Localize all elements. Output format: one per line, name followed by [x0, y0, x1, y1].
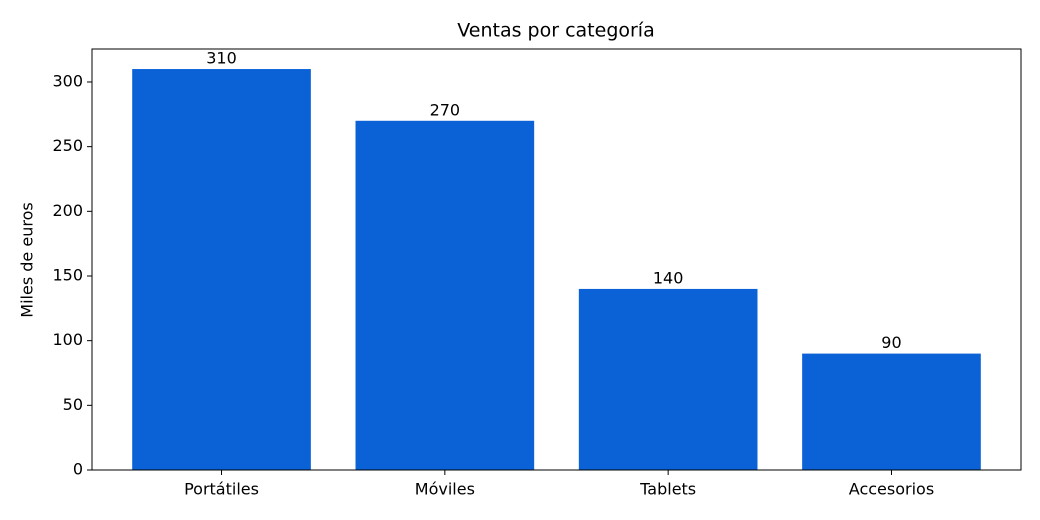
- y-tick-label: 50: [63, 395, 83, 414]
- x-tick-label: Accesorios: [849, 480, 934, 499]
- value-label: 310: [206, 49, 237, 68]
- y-tick-label: 200: [52, 201, 83, 220]
- value-label: 140: [653, 268, 684, 287]
- bar: [355, 120, 535, 470]
- bar: [132, 69, 311, 471]
- value-label: 270: [430, 100, 461, 119]
- x-tick-label: Tablets: [639, 480, 696, 499]
- y-tick-label: 150: [52, 265, 83, 284]
- y-tick-label: 100: [52, 330, 83, 349]
- plot-frame: [91, 48, 1022, 471]
- y-tick-label: 0: [73, 460, 83, 479]
- bar: [802, 353, 981, 470]
- x-tick-label: Portátiles: [184, 480, 259, 499]
- y-tick-label: 250: [52, 136, 83, 155]
- value-label: 90: [881, 333, 901, 352]
- chart-title: Ventas por categoría: [457, 20, 654, 42]
- x-tick-label: Móviles: [415, 480, 475, 499]
- bar: [578, 288, 758, 470]
- y-tick-label: 300: [52, 71, 83, 90]
- y-axis-label: Miles de euros: [18, 202, 37, 317]
